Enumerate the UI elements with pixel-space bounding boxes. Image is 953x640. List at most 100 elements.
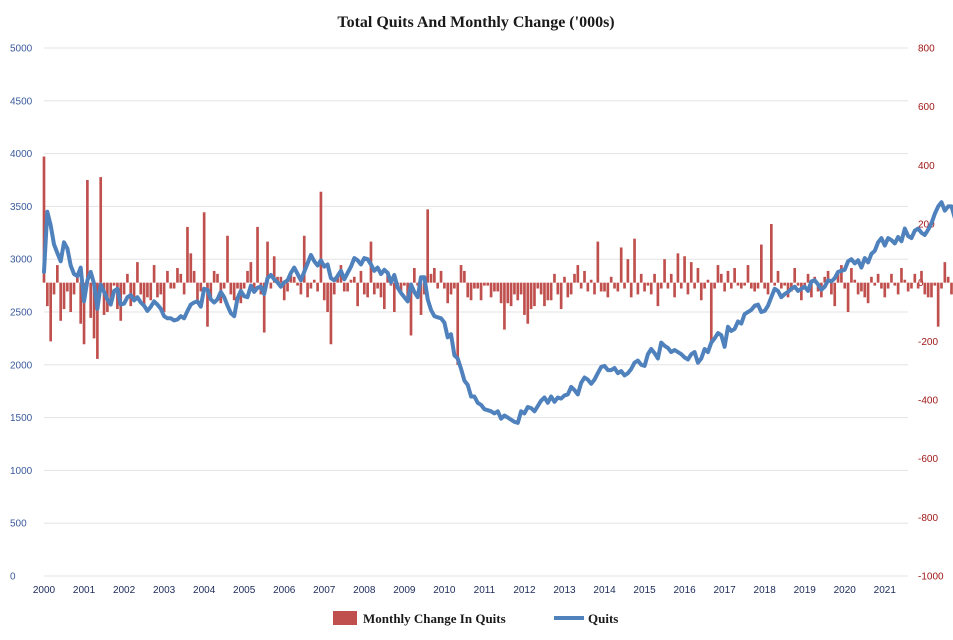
bar <box>886 282 890 289</box>
bar <box>583 270 586 283</box>
bar <box>122 282 126 295</box>
bar <box>679 282 683 289</box>
bar <box>533 282 536 307</box>
bar <box>903 279 907 283</box>
left-tick-label: 4000 <box>10 149 33 160</box>
bar <box>463 270 466 283</box>
bar <box>473 282 476 289</box>
bar <box>923 282 927 295</box>
bar <box>793 268 797 283</box>
bar <box>166 270 169 283</box>
bar <box>689 262 693 283</box>
bar <box>659 282 663 289</box>
bar <box>132 282 136 301</box>
bar <box>739 282 743 289</box>
bar <box>346 282 349 292</box>
bar <box>182 282 186 295</box>
bar <box>469 282 473 301</box>
x-tick-label: 2012 <box>513 585 536 596</box>
bar <box>906 282 910 292</box>
bar <box>636 282 640 295</box>
bar <box>306 282 309 298</box>
bar <box>309 282 313 289</box>
bar <box>529 282 533 310</box>
bar <box>729 282 733 289</box>
bar <box>626 259 630 283</box>
bar <box>900 268 903 283</box>
bar <box>416 282 420 286</box>
bar <box>382 282 386 310</box>
legend[interactable]: Monthly Change In Quits Quits <box>333 611 618 626</box>
bar <box>776 270 780 283</box>
bar <box>66 282 69 292</box>
bar <box>746 265 750 283</box>
bar <box>392 282 396 312</box>
bar <box>916 282 920 289</box>
bar <box>896 282 900 295</box>
chart-title: Total Quits And Monthly Change ('000s) <box>337 14 614 31</box>
bar <box>503 282 506 330</box>
right-tick-label: 800 <box>918 44 935 55</box>
bar <box>703 282 706 289</box>
bar <box>913 273 917 283</box>
bar <box>199 282 203 292</box>
bar <box>593 282 596 295</box>
bar <box>656 282 660 307</box>
x-tick-label: 2004 <box>193 585 216 596</box>
bar <box>676 253 680 283</box>
bar <box>262 282 266 333</box>
bar <box>376 282 379 289</box>
bar <box>830 282 833 295</box>
bar <box>436 282 440 289</box>
bar <box>649 282 653 295</box>
bar <box>299 282 303 295</box>
bar <box>172 282 176 289</box>
bar <box>666 282 670 289</box>
bar <box>836 273 840 283</box>
legend-label-monthly-change: Monthly Change In Quits <box>363 611 506 626</box>
left-tick-label: 1000 <box>10 466 33 477</box>
bar <box>359 270 363 283</box>
bar <box>933 282 937 286</box>
bar <box>249 262 253 283</box>
right-tick-label: 600 <box>918 102 935 113</box>
bar <box>96 282 99 359</box>
bar <box>112 282 116 286</box>
bar <box>319 191 323 283</box>
bar <box>556 282 560 295</box>
legend-item-monthly-change[interactable]: Monthly Change In Quits <box>333 611 506 626</box>
bar <box>256 226 259 283</box>
bar <box>229 282 233 295</box>
bar <box>296 282 299 286</box>
bar <box>763 282 767 289</box>
legend-item-quits[interactable]: Quits <box>554 611 618 626</box>
bar <box>109 282 113 301</box>
bar <box>146 282 149 298</box>
bar <box>686 282 690 295</box>
bar <box>870 276 873 283</box>
bar <box>292 276 296 283</box>
left-tick-label: 5000 <box>10 44 33 55</box>
x-tick-label: 2001 <box>73 585 96 596</box>
x-tick-label: 2002 <box>113 585 136 596</box>
bar <box>443 282 446 289</box>
right-axis-ticks: -1000 -800 -600 -400 -200 0 200 400 600 800 <box>918 44 944 583</box>
bar <box>826 270 830 283</box>
bar <box>289 273 293 283</box>
bar <box>796 282 800 286</box>
bar <box>419 282 423 315</box>
bar <box>639 273 643 283</box>
bar <box>846 282 850 312</box>
bar <box>156 282 159 298</box>
bar <box>372 282 376 295</box>
x-tick-label: 2021 <box>874 585 897 596</box>
bar <box>563 276 566 283</box>
x-tick-label: 2000 <box>33 585 56 596</box>
bar <box>616 282 620 292</box>
bar <box>759 244 763 283</box>
bar <box>716 265 720 283</box>
bar <box>553 273 556 283</box>
monthly-change-bars <box>42 156 953 365</box>
right-tick-label: 400 <box>918 161 935 172</box>
bar <box>326 282 329 312</box>
